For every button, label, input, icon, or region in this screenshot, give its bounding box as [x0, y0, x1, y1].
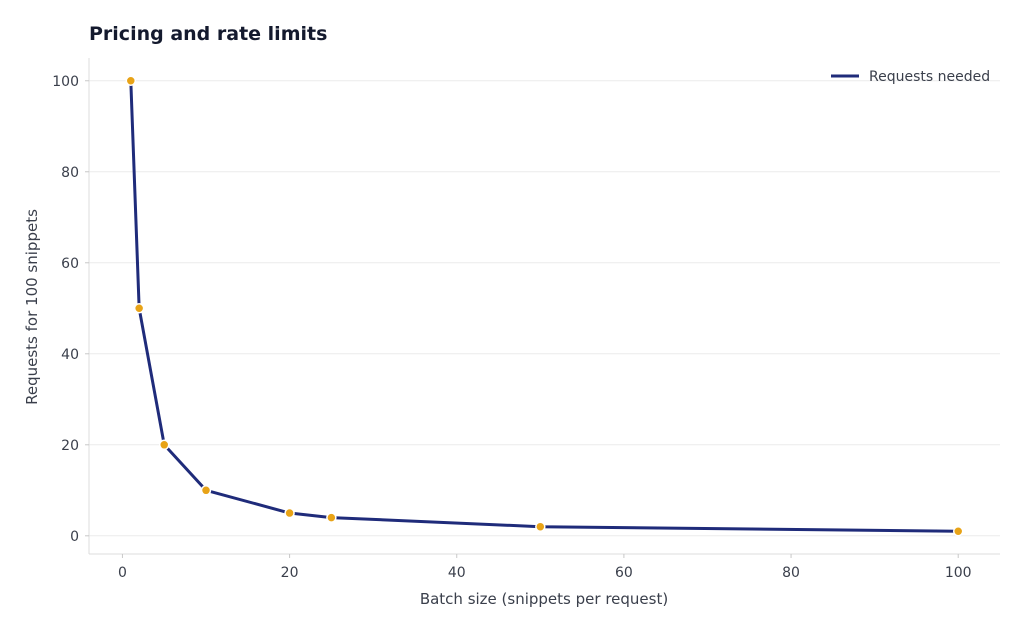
y-axis-label: Requests for 100 snippets [23, 209, 41, 405]
data-point [952, 525, 964, 537]
data-point [125, 75, 137, 87]
x-tick-label: 80 [782, 565, 800, 581]
data-point [326, 512, 337, 523]
data-point [200, 485, 212, 496]
y-tick-label: 40 [61, 347, 79, 363]
data-point [284, 507, 295, 519]
x-tick-label: 60 [615, 565, 633, 581]
x-tick-label: 0 [118, 565, 127, 581]
legend-label: Requests needed [869, 69, 990, 85]
chart-title: Pricing and rate limits [89, 23, 327, 45]
x-tick-label: 40 [448, 565, 466, 581]
legend: Requests needed [831, 69, 990, 85]
y-tick-label: 100 [52, 74, 79, 90]
axes-spines [88, 58, 1000, 555]
data-point [535, 521, 546, 532]
grid [89, 80, 1000, 537]
y-tick-label: 60 [61, 256, 79, 272]
data-point [133, 303, 145, 314]
data-point [158, 439, 170, 451]
x-axis-label: Batch size (snippets per request) [420, 590, 668, 608]
x-tick-label: 20 [281, 565, 299, 581]
y-tick-label: 20 [61, 438, 79, 454]
x-tick-label: 100 [945, 565, 972, 581]
x-axis: 0 20 40 60 80 100 [118, 554, 972, 581]
series-layer [125, 75, 964, 537]
y-tick-label: 0 [70, 529, 79, 545]
y-tick-label: 80 [61, 165, 79, 181]
y-axis: 0 20 40 60 80 100 [52, 74, 89, 545]
series-line [129, 79, 960, 533]
